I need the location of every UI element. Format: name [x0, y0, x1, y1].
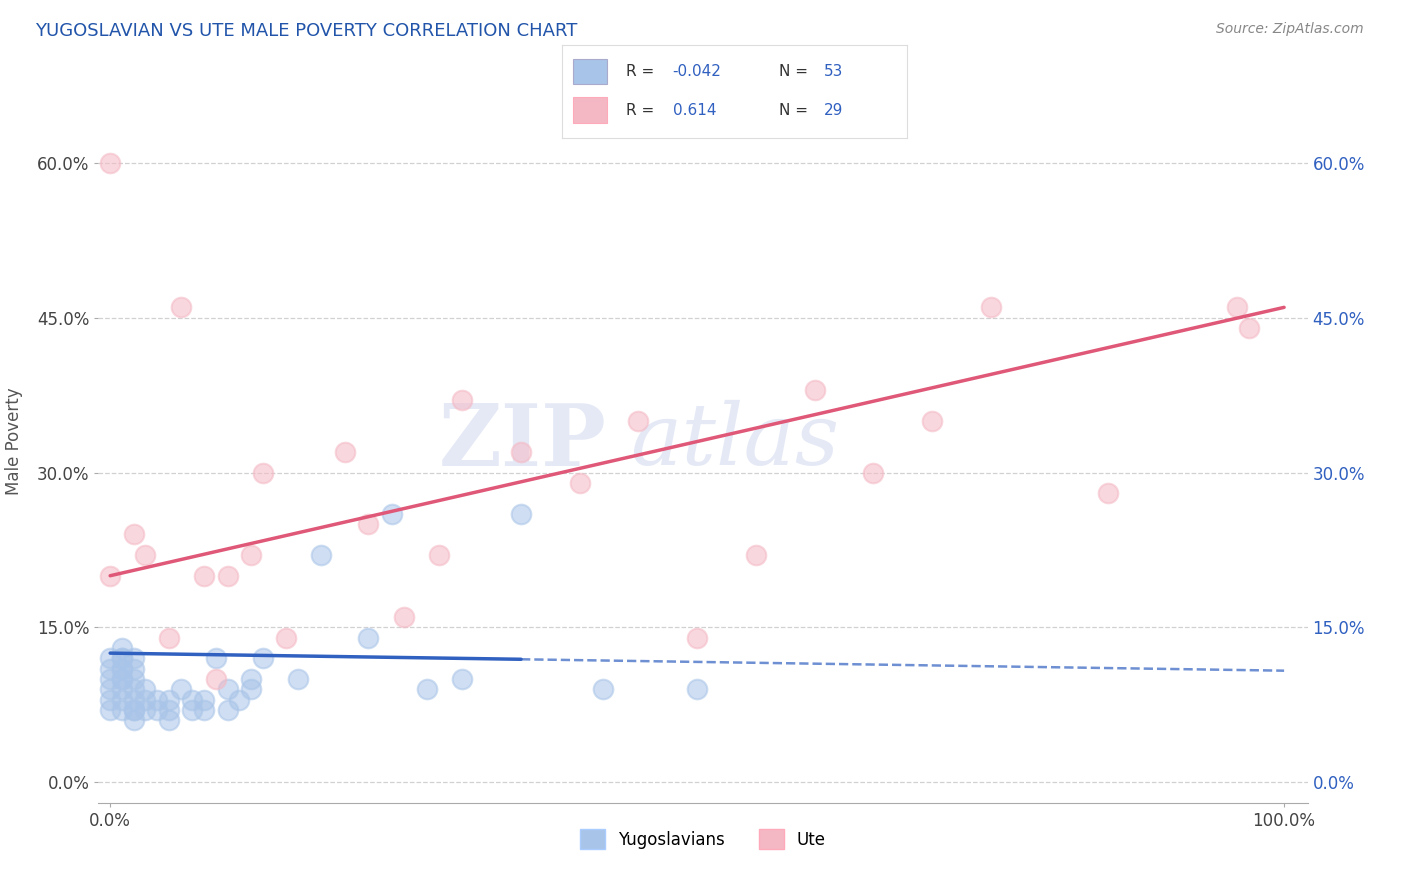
Point — [392, 610, 415, 624]
Point — [98, 672, 121, 686]
Text: R =: R = — [626, 64, 654, 79]
Point — [276, 631, 298, 645]
Point — [111, 682, 134, 697]
Text: atlas: atlas — [630, 401, 839, 483]
Point — [157, 692, 180, 706]
Point — [122, 527, 145, 541]
Point — [204, 672, 226, 686]
Point — [98, 692, 121, 706]
Point — [111, 651, 134, 665]
Point — [193, 568, 215, 582]
Point — [217, 568, 239, 582]
Point — [980, 301, 1002, 315]
Point — [204, 651, 226, 665]
Text: 0.614: 0.614 — [672, 103, 716, 118]
Point — [181, 692, 204, 706]
Point — [745, 548, 768, 562]
Point — [217, 703, 239, 717]
Point — [1237, 321, 1260, 335]
Point — [451, 672, 474, 686]
Point — [98, 662, 121, 676]
Point — [111, 672, 134, 686]
Text: Source: ZipAtlas.com: Source: ZipAtlas.com — [1216, 22, 1364, 37]
Point — [193, 692, 215, 706]
Point — [252, 651, 274, 665]
Point — [240, 682, 263, 697]
Point — [134, 548, 156, 562]
Point — [1097, 486, 1119, 500]
Point — [122, 703, 145, 717]
Point — [686, 682, 709, 697]
Point — [1226, 301, 1249, 315]
Point — [357, 631, 380, 645]
Point — [357, 517, 380, 532]
Legend: Yugoslavians, Ute: Yugoslavians, Ute — [574, 822, 832, 856]
Point — [217, 682, 239, 697]
Point — [427, 548, 450, 562]
Point — [122, 662, 145, 676]
Point — [510, 507, 533, 521]
Point — [122, 651, 145, 665]
Point — [111, 692, 134, 706]
Point — [240, 548, 263, 562]
Text: 29: 29 — [824, 103, 844, 118]
Point — [134, 692, 156, 706]
Point — [510, 445, 533, 459]
Text: -0.042: -0.042 — [672, 64, 721, 79]
Text: R =: R = — [626, 103, 654, 118]
Point — [98, 651, 121, 665]
Point — [169, 682, 191, 697]
Point — [311, 548, 333, 562]
Point — [122, 682, 145, 697]
Text: 53: 53 — [824, 64, 844, 79]
Point — [333, 445, 356, 459]
Point — [98, 156, 121, 170]
Point — [686, 631, 709, 645]
Point — [381, 507, 404, 521]
Point — [252, 466, 274, 480]
Point — [568, 475, 591, 490]
Text: YUGOSLAVIAN VS UTE MALE POVERTY CORRELATION CHART: YUGOSLAVIAN VS UTE MALE POVERTY CORRELAT… — [35, 22, 578, 40]
Point — [98, 568, 121, 582]
Y-axis label: Male Poverty: Male Poverty — [6, 388, 22, 495]
Point — [240, 672, 263, 686]
Point — [111, 662, 134, 676]
Point — [111, 672, 134, 686]
Point — [111, 703, 134, 717]
FancyBboxPatch shape — [572, 97, 607, 123]
Point — [122, 672, 145, 686]
Point — [169, 301, 191, 315]
Point — [134, 682, 156, 697]
Point — [181, 703, 204, 717]
Point — [921, 414, 943, 428]
Point — [193, 703, 215, 717]
Point — [627, 414, 650, 428]
Text: N =: N = — [779, 64, 808, 79]
Point — [111, 651, 134, 665]
Point — [98, 682, 121, 697]
Point — [862, 466, 884, 480]
Point — [157, 631, 180, 645]
Point — [287, 672, 309, 686]
Point — [111, 640, 134, 655]
Point — [451, 393, 474, 408]
Point — [416, 682, 439, 697]
Point — [122, 713, 145, 727]
Point — [111, 662, 134, 676]
Point — [146, 703, 169, 717]
Point — [122, 703, 145, 717]
Point — [122, 692, 145, 706]
Text: N =: N = — [779, 103, 808, 118]
Point — [592, 682, 614, 697]
Point — [146, 692, 169, 706]
Point — [157, 713, 180, 727]
Point — [803, 383, 825, 397]
Text: ZIP: ZIP — [439, 400, 606, 483]
FancyBboxPatch shape — [572, 59, 607, 85]
Point — [228, 692, 250, 706]
Point — [98, 703, 121, 717]
Point — [134, 703, 156, 717]
Point — [157, 703, 180, 717]
